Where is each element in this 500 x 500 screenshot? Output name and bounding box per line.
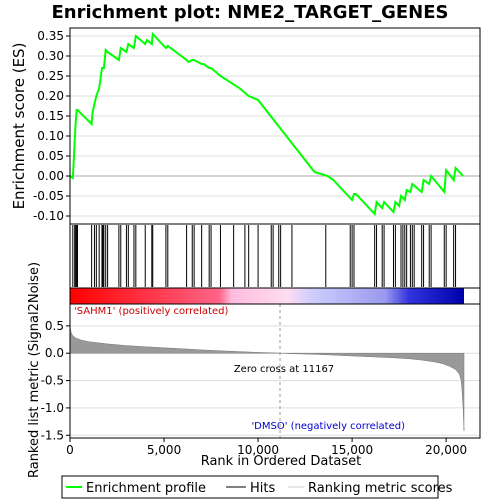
es-panel: -0.10 -0.05 0.00 0.05 0.10 0.15 0.20 0.25 0.30 0.… <box>10 27 481 225</box>
x-tick-label: 20,000 <box>425 443 467 457</box>
es-y-tick-label: -0.05 <box>33 189 64 203</box>
metric-y-tick-label: 0.0 <box>45 346 64 360</box>
x-tick-label: 10,000 <box>237 443 279 457</box>
metric-y-tick-label: -0.5 <box>41 374 64 388</box>
legend-profile-label: Enrichment profile <box>86 481 206 496</box>
x-tick-label: 0 <box>66 443 74 457</box>
enrichment-profile-line <box>69 31 464 217</box>
legend-metric-label: Ranking metric scores <box>308 481 453 496</box>
metric-y-tick-label: 0.5 <box>45 319 64 333</box>
es-y-tick-label: 0.00 <box>37 169 64 183</box>
es-plot-area <box>70 28 480 224</box>
ranking-metric-area <box>69 319 465 431</box>
chart-title: Enrichment plot: NME2_TARGET_GENES <box>52 2 449 23</box>
metric-grid <box>70 325 480 436</box>
es-y-tick-label: 0.20 <box>37 89 64 103</box>
metric-y-tick-label: -1.0 <box>41 401 64 415</box>
metric-y-label: Ranked list metric (Signal2Noise) <box>27 262 42 478</box>
es-y-tick-label: 0.05 <box>37 149 64 163</box>
legend: Enrichment profile Hits Ranking metric s… <box>61 475 453 499</box>
es-y-tick-label: 0.30 <box>37 49 64 63</box>
metric-y-ticks: -1.5 -1.0 -0.5 0.0 0.5 <box>41 319 70 442</box>
metric-panel: -1.5 -1.0 -0.5 0.0 0.5 'SAHM1' (positively c… <box>27 262 481 478</box>
x-axis-label: Rank in Ordered Dataset <box>201 454 362 469</box>
x-tick-label: 5,000 <box>147 443 181 457</box>
hits-frame <box>69 223 481 289</box>
hit-lines <box>72 225 457 287</box>
metric-y-tick-label: -1.5 <box>41 428 64 442</box>
heat-bar-panel <box>69 287 481 305</box>
es-y-tick-label: 0.15 <box>37 109 64 123</box>
metric-frame <box>69 303 481 439</box>
es-y-tick-label: 0.35 <box>37 29 64 43</box>
hits-panel <box>69 223 481 289</box>
es-y-label: Enrichment score (ES) <box>10 43 28 210</box>
positive-correlation-label: 'SAHM1' (positively correlated) <box>74 306 228 317</box>
x-axis: 0 5,000 10,000 15,000 20,000 <box>66 438 467 457</box>
x-tick-label: 15,000 <box>331 443 373 457</box>
legend-hits-label: Hits <box>250 481 275 496</box>
negative-correlation-label: 'DMSO' (negatively correlated) <box>251 421 405 432</box>
es-grid <box>70 35 480 217</box>
legend-box <box>61 475 439 499</box>
es-y-tick-label: 0.10 <box>37 129 64 143</box>
zero-cross-label: Zero cross at 11167 <box>234 364 334 375</box>
es-y-tick-label: -0.10 <box>33 209 64 223</box>
es-y-ticks: -0.10 -0.05 0.00 0.05 0.10 0.15 0.20 0.25 0.30 0.… <box>33 29 70 223</box>
ranking-heat-bar <box>70 288 464 304</box>
es-y-tick-label: 0.25 <box>37 69 64 83</box>
